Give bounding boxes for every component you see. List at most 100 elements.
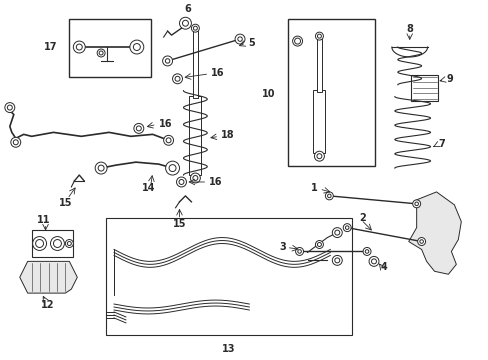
Circle shape <box>417 238 425 246</box>
Bar <box>69 19 150 77</box>
Circle shape <box>365 249 368 253</box>
Circle shape <box>362 247 370 255</box>
Circle shape <box>368 256 378 266</box>
Text: 12: 12 <box>41 300 54 310</box>
Ellipse shape <box>294 55 300 59</box>
Text: 16: 16 <box>158 120 172 130</box>
Circle shape <box>315 32 323 40</box>
Circle shape <box>192 176 198 180</box>
Circle shape <box>133 44 140 50</box>
Text: 1: 1 <box>310 183 317 193</box>
Bar <box>32 230 73 257</box>
Circle shape <box>65 239 73 247</box>
Circle shape <box>99 51 103 55</box>
Bar <box>106 218 351 335</box>
Text: 17: 17 <box>44 42 57 52</box>
Circle shape <box>136 126 141 131</box>
Circle shape <box>294 38 300 44</box>
Ellipse shape <box>293 71 301 74</box>
Bar <box>313 90 325 153</box>
Circle shape <box>98 165 104 171</box>
Circle shape <box>325 192 333 200</box>
Circle shape <box>163 56 172 66</box>
Polygon shape <box>20 261 77 293</box>
Circle shape <box>193 26 197 30</box>
Text: 2: 2 <box>358 213 365 223</box>
Circle shape <box>332 255 342 265</box>
Circle shape <box>166 138 171 143</box>
Circle shape <box>237 37 242 41</box>
Circle shape <box>169 165 176 172</box>
Circle shape <box>172 74 182 84</box>
Circle shape <box>53 239 61 247</box>
Circle shape <box>297 249 301 253</box>
Bar <box>410 75 438 100</box>
Text: 18: 18 <box>221 130 234 140</box>
Circle shape <box>13 140 18 145</box>
Circle shape <box>334 230 339 235</box>
Text: 16: 16 <box>211 68 224 78</box>
Circle shape <box>163 135 173 145</box>
Circle shape <box>130 40 143 54</box>
Circle shape <box>343 224 350 231</box>
Text: 15: 15 <box>172 219 186 229</box>
Circle shape <box>412 200 420 208</box>
Text: 16: 16 <box>209 177 223 187</box>
Circle shape <box>292 36 302 46</box>
Text: 4: 4 <box>380 262 387 272</box>
Text: 10: 10 <box>262 89 275 99</box>
Circle shape <box>165 59 169 63</box>
Circle shape <box>36 239 43 247</box>
Circle shape <box>414 202 418 206</box>
Circle shape <box>11 137 20 147</box>
Circle shape <box>182 20 188 26</box>
Circle shape <box>419 240 423 243</box>
Circle shape <box>134 123 143 133</box>
Text: 9: 9 <box>446 74 452 84</box>
Bar <box>287 19 374 166</box>
Ellipse shape <box>291 54 303 60</box>
Circle shape <box>191 24 199 32</box>
Circle shape <box>332 228 342 238</box>
Text: 6: 6 <box>183 4 190 14</box>
Circle shape <box>345 226 348 229</box>
Circle shape <box>327 194 330 198</box>
Circle shape <box>76 44 82 50</box>
Text: 7: 7 <box>438 139 445 149</box>
Circle shape <box>371 259 376 264</box>
Circle shape <box>33 237 46 251</box>
Circle shape <box>179 17 191 29</box>
Bar <box>316 39 321 93</box>
Circle shape <box>317 243 321 247</box>
Circle shape <box>97 49 105 57</box>
Circle shape <box>176 177 186 187</box>
Circle shape <box>235 34 244 44</box>
Circle shape <box>73 41 85 53</box>
Circle shape <box>314 151 324 161</box>
Circle shape <box>179 180 183 184</box>
Circle shape <box>295 247 303 255</box>
Circle shape <box>315 240 323 248</box>
Circle shape <box>5 103 15 113</box>
Circle shape <box>50 237 64 251</box>
Bar <box>189 96 201 175</box>
Bar <box>192 31 198 98</box>
Text: 8: 8 <box>406 24 412 34</box>
Circle shape <box>334 258 339 263</box>
Circle shape <box>67 242 71 246</box>
Text: 11: 11 <box>37 215 50 225</box>
Ellipse shape <box>291 70 303 76</box>
Text: 13: 13 <box>222 344 235 354</box>
Circle shape <box>165 161 179 175</box>
Circle shape <box>317 34 321 38</box>
Text: 3: 3 <box>278 243 285 252</box>
Circle shape <box>175 76 180 81</box>
Circle shape <box>95 162 107 174</box>
Circle shape <box>7 105 12 110</box>
Text: 5: 5 <box>247 38 254 48</box>
Text: 15: 15 <box>59 198 72 208</box>
Circle shape <box>316 154 321 159</box>
Text: 14: 14 <box>142 183 155 193</box>
Circle shape <box>190 173 200 183</box>
Polygon shape <box>408 192 460 274</box>
